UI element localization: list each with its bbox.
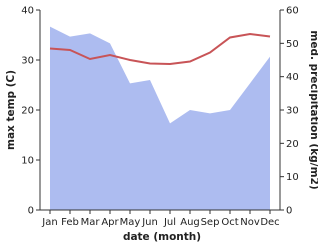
y-tick-label: 40 [21,6,34,17]
y2-tick-label: 20 [286,139,299,150]
y2-tick-label: 30 [286,106,299,117]
y2-tick-label: 40 [286,72,299,83]
x-tick-label: Feb [61,217,79,228]
x-tick-label: May [120,217,141,228]
chart: date (month) max temp (C) med. precipita… [5,6,320,244]
temp-line [49,32,271,66]
y2-tick-label: 60 [286,6,299,17]
x-tick-label: Nov [240,217,260,228]
y-tick-label: 0 [28,206,34,217]
precipitation-area [50,26,270,210]
y-tick-label: 30 [21,56,34,67]
y2-tick-label: 10 [286,172,299,183]
x-tick-label: Aug [180,217,200,228]
x-tick-label: Jun [141,217,158,228]
y2-tick-label: 0 [286,206,292,217]
y-tick-label: 20 [21,106,34,117]
x-tick-label: Jul [163,217,176,228]
y2-tick-label: 50 [286,39,299,50]
y-tick-label: 10 [21,156,34,167]
y-axis-title: max temp (C) [5,70,17,150]
x-tick-label: Jan [41,217,57,228]
x-tick-label: Mar [81,217,101,228]
x-tick-label: Apr [101,217,119,228]
x-axis-title: date (month) [123,231,201,243]
x-tick-label: Sep [201,217,220,228]
x-tick-label: Oct [221,217,238,228]
x-tick-label: Dec [260,217,279,228]
y2-axis-title: med. precipitation (kg/m2) [308,30,318,189]
